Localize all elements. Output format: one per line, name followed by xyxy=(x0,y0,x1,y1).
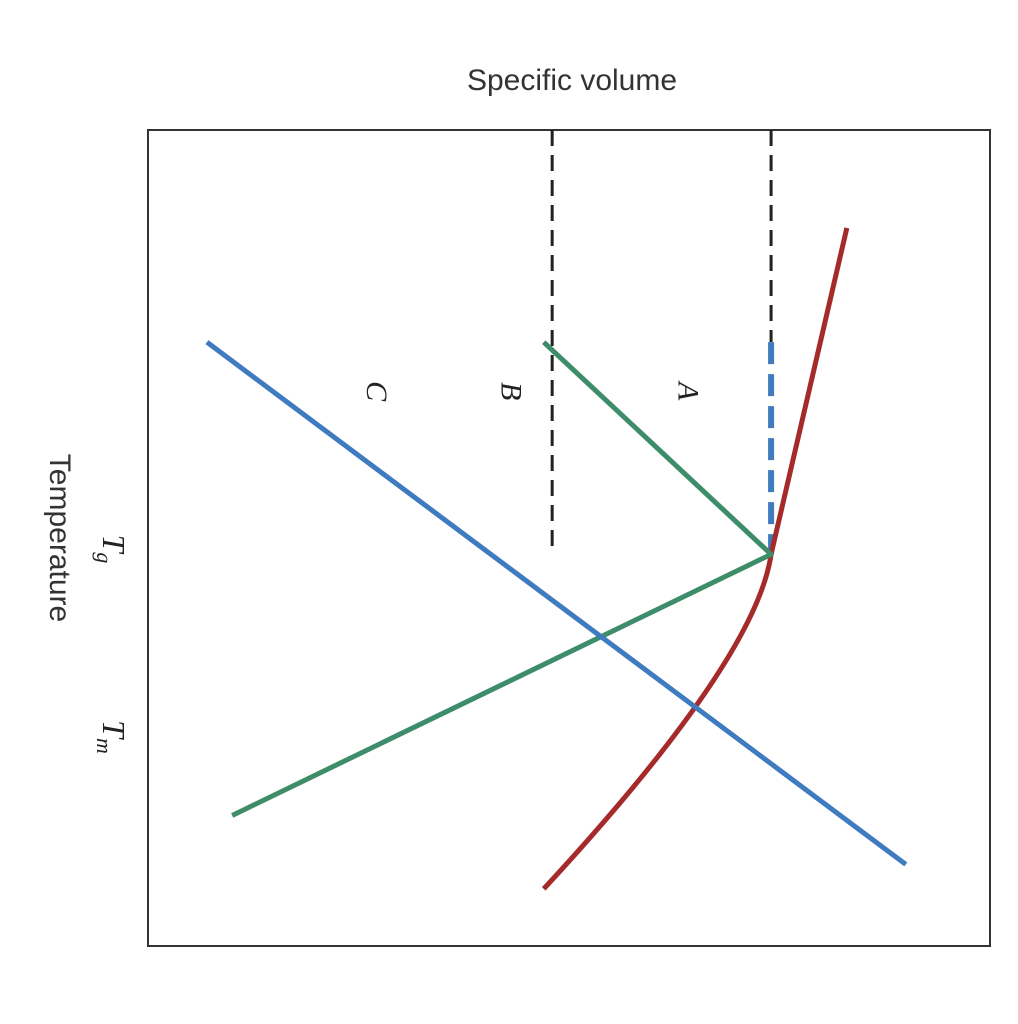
tick-tg-sub: g xyxy=(92,552,117,563)
series-label-c: C xyxy=(360,381,393,402)
y-axis-title: Temperature xyxy=(43,454,76,622)
series-line-c xyxy=(205,340,908,867)
tick-tm-main: T xyxy=(96,720,132,740)
tick-tm-sub: m xyxy=(92,738,117,754)
series-label-b: B xyxy=(495,382,528,400)
series-layer: A B C xyxy=(205,227,908,891)
tick-label-tg: Tg xyxy=(92,535,132,564)
tick-label-tm: Tm xyxy=(92,720,132,754)
series-line-b xyxy=(231,340,774,818)
series-label-a: A xyxy=(671,380,704,401)
reference-lines xyxy=(550,130,775,555)
plot-frame xyxy=(147,129,991,947)
tick-tg-main: T xyxy=(96,535,132,555)
series-line-a xyxy=(541,227,850,891)
x-axis-title: Specific volume xyxy=(467,64,677,97)
